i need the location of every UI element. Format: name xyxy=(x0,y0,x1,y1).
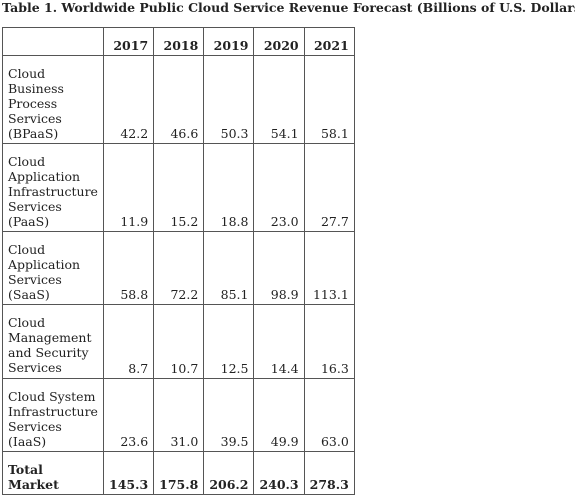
column-header: 2017 xyxy=(102,27,155,56)
column-header: 2021 xyxy=(303,27,355,56)
row-label-line: Cloud System xyxy=(8,389,96,404)
value-cell: 58.8 xyxy=(102,231,155,305)
row-label-line: (SaaS) xyxy=(8,287,50,302)
table-body: Cloud Business Process Services (BPaaS) 42.2 4… xyxy=(2,55,355,495)
value-cell: 16.3 xyxy=(303,304,355,379)
row-label: Total Market xyxy=(2,451,104,495)
data-row: Cloud System Infrastructure Services (IaaS)… xyxy=(2,378,355,452)
row-label-line: Process xyxy=(8,96,58,111)
value-cell: 15.2 xyxy=(153,143,205,232)
row-label-line: Services xyxy=(8,272,62,287)
row-label-line: Cloud xyxy=(8,315,46,330)
revenue-table: 2017 2018 2019 2020 2021 Cloud Business Proces… xyxy=(2,27,355,495)
value-cell: 23.0 xyxy=(253,143,305,232)
value-cell: 58.1 xyxy=(303,55,355,144)
value-cell: 42.2 xyxy=(102,55,155,144)
value-cell: 11.9 xyxy=(102,143,155,232)
value-cell: 23.6 xyxy=(102,378,155,452)
column-header: 2019 xyxy=(203,27,255,56)
value-cell: 278.3 xyxy=(303,451,355,495)
value-cell: 63.0 xyxy=(303,378,355,452)
value-cell: 206.2 xyxy=(203,451,255,495)
total-row: Total Market 145.3 175.8 206.2 240.3 278.3 xyxy=(2,451,355,495)
row-label-line: (BPaaS) xyxy=(8,126,59,141)
row-label-line: Services xyxy=(8,419,62,434)
row-label-line: Services xyxy=(8,111,62,126)
row-label-line: Total xyxy=(8,462,43,477)
value-cell: 8.7 xyxy=(102,304,155,379)
row-label-line: Services xyxy=(8,199,62,214)
value-cell: 85.1 xyxy=(203,231,255,305)
row-label-line: (IaaS) xyxy=(8,434,47,449)
row-label-line: and Security xyxy=(8,345,89,360)
row-label-line: Application xyxy=(8,169,81,184)
row-label-line: Services xyxy=(8,360,62,375)
value-cell: 18.8 xyxy=(203,143,255,232)
value-cell: 50.3 xyxy=(203,55,255,144)
row-label-line: Cloud xyxy=(8,242,46,257)
corner-cell xyxy=(2,27,104,56)
value-cell: 46.6 xyxy=(153,55,205,144)
row-label-line: Management xyxy=(8,330,92,345)
value-cell: 49.9 xyxy=(253,378,305,452)
column-header: 2018 xyxy=(153,27,205,56)
value-cell: 39.5 xyxy=(203,378,255,452)
row-label: Cloud System Infrastructure Services (IaaS) xyxy=(2,378,104,452)
row-label: Cloud Business Process Services (BPaaS) xyxy=(2,55,104,144)
value-cell: 10.7 xyxy=(153,304,205,379)
row-label-line: Business xyxy=(8,81,64,96)
value-cell: 14.4 xyxy=(253,304,305,379)
row-label: Cloud Management and Security Services xyxy=(2,304,104,379)
data-row: Cloud Application Infrastructure Services (P… xyxy=(2,143,355,232)
row-label: Cloud Application Services (SaaS) xyxy=(2,231,104,305)
row-label-line: Application xyxy=(8,257,81,272)
header-row: 2017 2018 2019 2020 2021 xyxy=(2,27,355,56)
value-cell: 54.1 xyxy=(253,55,305,144)
row-label: Cloud Application Infrastructure Services (P… xyxy=(2,143,104,232)
value-cell: 145.3 xyxy=(102,451,155,495)
data-row: Cloud Business Process Services (BPaaS) 42.2 4… xyxy=(2,55,355,144)
value-cell: 27.7 xyxy=(303,143,355,232)
value-cell: 113.1 xyxy=(303,231,355,305)
value-cell: 12.5 xyxy=(203,304,255,379)
row-label-line: Cloud xyxy=(8,66,46,81)
data-row: Cloud Management and Security Services 8.7 10… xyxy=(2,304,355,379)
value-cell: 240.3 xyxy=(253,451,305,495)
value-cell: 31.0 xyxy=(153,378,205,452)
column-header: 2020 xyxy=(253,27,305,56)
row-label-line: Infrastructure xyxy=(8,184,98,199)
value-cell: 72.2 xyxy=(153,231,205,305)
table-title: Table 1. Worldwide Public Cloud Service … xyxy=(2,0,575,15)
row-label-line: Infrastructure xyxy=(8,404,98,419)
row-label-line: Cloud xyxy=(8,154,46,169)
value-cell: 175.8 xyxy=(153,451,205,495)
row-label-line: (PaaS) xyxy=(8,214,50,229)
data-row: Cloud Application Services (SaaS) 58.8 72.2 85… xyxy=(2,231,355,305)
value-cell: 98.9 xyxy=(253,231,305,305)
